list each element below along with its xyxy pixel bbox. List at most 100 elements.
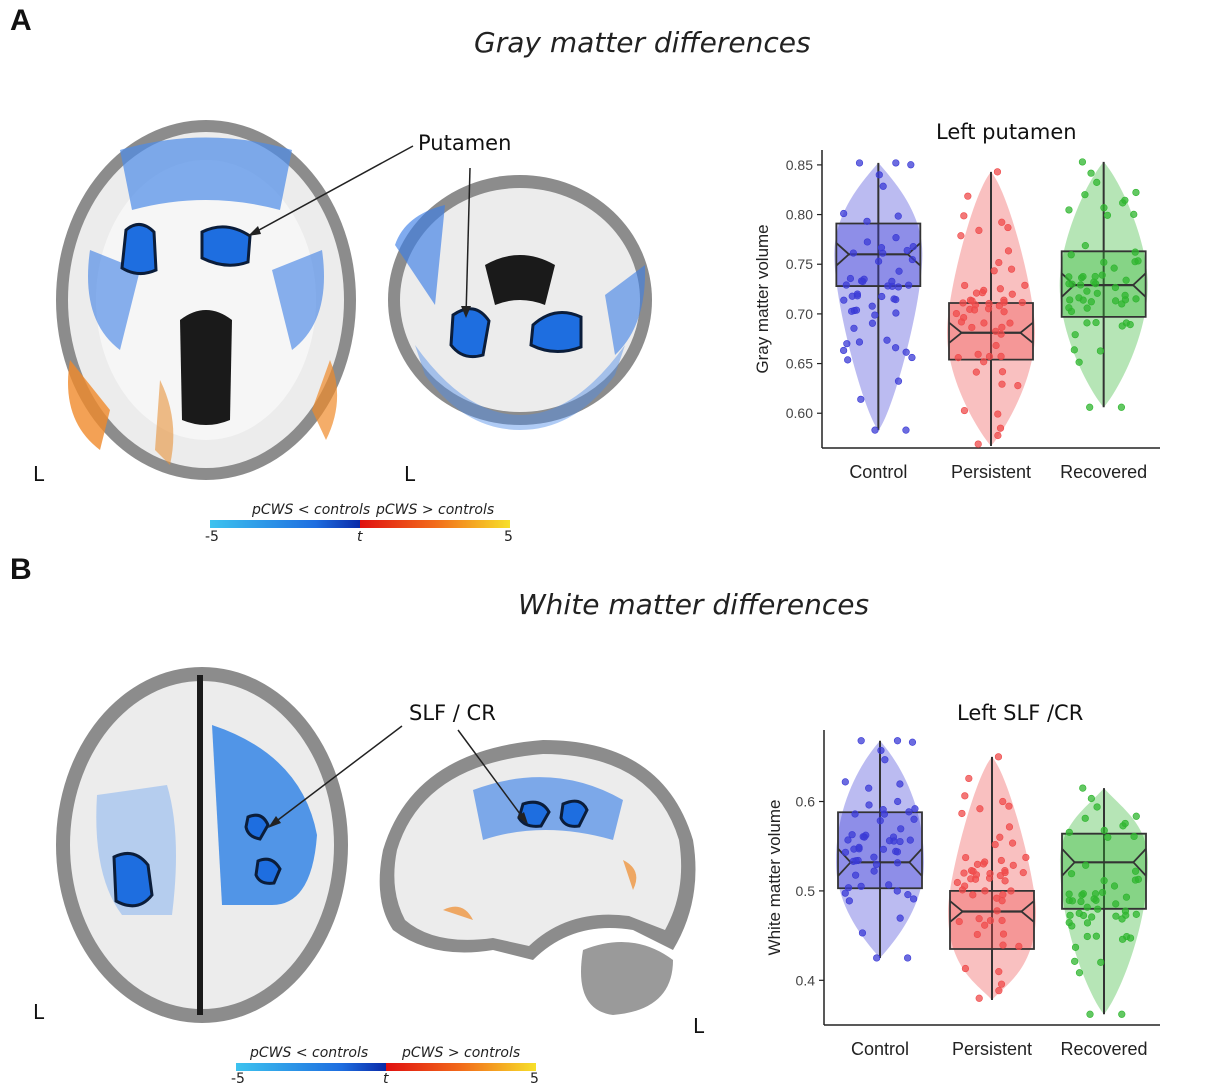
data-point: [993, 907, 1001, 915]
data-point: [1130, 210, 1138, 218]
data-point: [879, 182, 887, 190]
data-point: [1111, 297, 1120, 305]
data-point: [892, 159, 900, 167]
data-point: [855, 338, 864, 346]
panel-a-letter: A: [10, 4, 32, 37]
data-point: [1110, 882, 1119, 890]
data-point: [870, 853, 878, 861]
data-point: [863, 217, 871, 225]
data-point: [1065, 890, 1073, 898]
data-point: [1083, 287, 1091, 295]
colorbar-b-min: -5: [231, 1071, 245, 1087]
data-point: [984, 305, 993, 313]
data-point: [961, 964, 970, 973]
y-axis-label: Gray matter volume: [753, 224, 772, 373]
data-point: [857, 395, 865, 403]
data-point: [957, 232, 965, 240]
data-point: [1081, 242, 1089, 250]
data-point: [894, 797, 902, 806]
data-point: [1065, 273, 1073, 281]
data-point: [1087, 794, 1095, 803]
sagittal-brain-image-b: [379, 740, 696, 1015]
data-point: [997, 352, 1005, 361]
data-point: [870, 867, 878, 875]
data-point: [908, 738, 917, 746]
data-point: [1100, 204, 1108, 212]
data-point: [851, 810, 859, 818]
data-point: [999, 891, 1007, 899]
data-point: [1096, 347, 1105, 355]
data-point: [902, 348, 910, 356]
data-point: [981, 887, 989, 895]
data-point: [883, 336, 891, 344]
data-point: [858, 929, 867, 937]
data-point: [1066, 911, 1074, 919]
data-point: [994, 431, 1002, 440]
data-point: [842, 281, 850, 289]
data-point: [953, 878, 961, 887]
data-point: [905, 281, 913, 289]
data-point: [908, 255, 916, 264]
axial-brain-image-a: [56, 120, 356, 480]
data-point: [1018, 298, 1026, 307]
data-point: [1079, 296, 1087, 304]
data-point: [860, 833, 868, 841]
data-point: [969, 867, 977, 875]
data-point: [1111, 283, 1120, 292]
data-point: [995, 968, 1003, 976]
data-point: [877, 746, 885, 755]
data-point: [871, 311, 879, 319]
y-tick-label: 0.4: [796, 972, 816, 988]
y-axis-label: White matter volume: [765, 800, 784, 956]
x-tick-label: Recovered: [1060, 462, 1147, 482]
data-point: [1079, 890, 1087, 898]
data-point: [1087, 169, 1095, 177]
data-point: [1083, 304, 1091, 312]
data-point: [1022, 853, 1030, 862]
data-point: [1067, 870, 1076, 878]
data-point: [844, 836, 852, 844]
data-point: [1001, 867, 1009, 875]
data-point: [968, 297, 976, 305]
data-point: [1092, 318, 1100, 327]
data-point: [998, 380, 1006, 388]
data-point: [975, 915, 983, 923]
data-point: [1082, 861, 1090, 869]
chart-a-left-putamen: 0.60 0.65 0.70 0.75 0.80 0.85 Gray matter volu…: [753, 150, 1160, 482]
data-point: [1065, 918, 1073, 927]
data-point: [1097, 958, 1105, 966]
data-point: [892, 234, 900, 242]
y-tick-label: 0.85: [786, 157, 813, 173]
colorbar-b: [236, 1063, 536, 1071]
colorbar-b-left-label: pCWS < controls: [250, 1045, 369, 1061]
data-point: [841, 778, 849, 786]
data-point: [896, 837, 904, 846]
data-point: [1071, 943, 1080, 951]
data-point: [892, 309, 900, 317]
data-point: [960, 869, 968, 877]
data-point: [1070, 346, 1078, 354]
data-point: [857, 882, 865, 890]
orientation-label-axial-a: L: [33, 462, 45, 486]
data-point: [1086, 1010, 1094, 1018]
data-point: [1001, 877, 1009, 885]
data-point: [961, 792, 969, 800]
data-point: [1103, 211, 1112, 219]
data-point: [906, 836, 914, 844]
data-point: [904, 891, 912, 899]
data-point: [1093, 178, 1101, 186]
colorbar-a-max: 5: [504, 529, 513, 545]
data-point: [992, 327, 1000, 335]
data-point: [996, 833, 1004, 841]
data-point: [1086, 403, 1094, 411]
data-point: [952, 309, 960, 318]
data-point: [1092, 932, 1100, 940]
data-point: [1007, 887, 1015, 895]
orientation-label-coronal-a: L: [404, 462, 416, 486]
data-point: [894, 212, 902, 220]
data-point: [904, 954, 912, 962]
data-point: [850, 324, 858, 332]
data-point: [875, 171, 883, 179]
data-point: [1007, 265, 1016, 273]
data-point: [879, 845, 888, 853]
